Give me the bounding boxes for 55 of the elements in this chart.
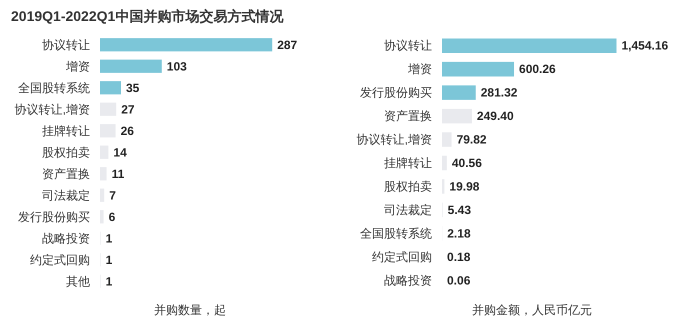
y-tick-label: 协议转让,增资 <box>14 102 90 116</box>
data-label: 103 <box>166 59 188 74</box>
y-tick-label: 资产置换 <box>42 166 90 181</box>
bar <box>442 85 476 100</box>
y-tick-label: 发行股份购买 <box>18 210 90 224</box>
y-tick-label: 司法裁定 <box>384 202 432 217</box>
data-label: 1 <box>106 252 113 267</box>
y-tick-label: 股权拍卖 <box>384 179 432 194</box>
y-tick-label: 协议转让 <box>42 38 90 52</box>
data-label: 14 <box>113 145 128 160</box>
data-label: 2.18 <box>447 226 471 240</box>
y-tick-label: 股权拍卖 <box>42 145 90 160</box>
y-tick-label: 增资 <box>65 59 90 74</box>
data-label: 19.98 <box>449 179 480 194</box>
data-label: 6 <box>108 210 116 224</box>
y-tick-label: 战略投资 <box>384 273 432 288</box>
bar <box>442 38 616 53</box>
bar <box>442 62 514 76</box>
data-label: 26 <box>120 124 134 138</box>
y-tick-label: 挂牌转让 <box>384 156 432 170</box>
bar <box>100 81 121 94</box>
data-label: 35 <box>126 80 140 95</box>
chart-title: 2019Q1-2022Q1中国并购市场交易方式情况 <box>11 8 284 24</box>
y-tick-label: 挂牌转让 <box>42 124 90 138</box>
data-label: 1 <box>106 231 113 246</box>
y-tick-label: 全国股转系统 <box>18 80 90 95</box>
data-label: 5.43 <box>448 202 472 217</box>
data-label: 7 <box>109 188 116 202</box>
x-axis-title: 并购数量，起 <box>154 303 226 317</box>
x-axis-title: 并购金额，人民币亿元 <box>472 303 592 317</box>
y-tick-label: 增资 <box>407 62 432 76</box>
bar <box>100 60 162 73</box>
y-tick-label: 全国股转系统 <box>360 226 432 240</box>
data-label: 600.26 <box>519 62 556 76</box>
y-tick-label: 资产置换 <box>384 109 432 124</box>
data-label: 27 <box>121 102 135 116</box>
data-label: 79.82 <box>456 132 487 147</box>
y-tick-label: 协议转让 <box>384 38 432 53</box>
data-label: 249.40 <box>476 109 514 124</box>
y-tick-label: 协议转让,增资 <box>356 132 432 147</box>
y-tick-label: 发行股份购买 <box>360 86 432 100</box>
data-label: 1,454.16 <box>622 38 669 53</box>
data-label: 287 <box>277 38 298 52</box>
data-label: 0.18 <box>447 250 471 264</box>
data-label: 11 <box>112 166 125 181</box>
data-label: 1 <box>106 274 113 288</box>
data-label: 281.32 <box>480 86 518 100</box>
y-tick-label: 约定式回购 <box>30 252 90 267</box>
y-tick-label: 战略投资 <box>42 231 90 246</box>
data-label: 40.56 <box>452 156 482 170</box>
bar <box>100 38 272 52</box>
y-tick-label: 司法裁定 <box>42 188 90 202</box>
y-tick-label: 其他 <box>66 274 90 288</box>
data-label: 0.06 <box>447 273 471 288</box>
y-tick-label: 约定式回购 <box>372 250 432 264</box>
